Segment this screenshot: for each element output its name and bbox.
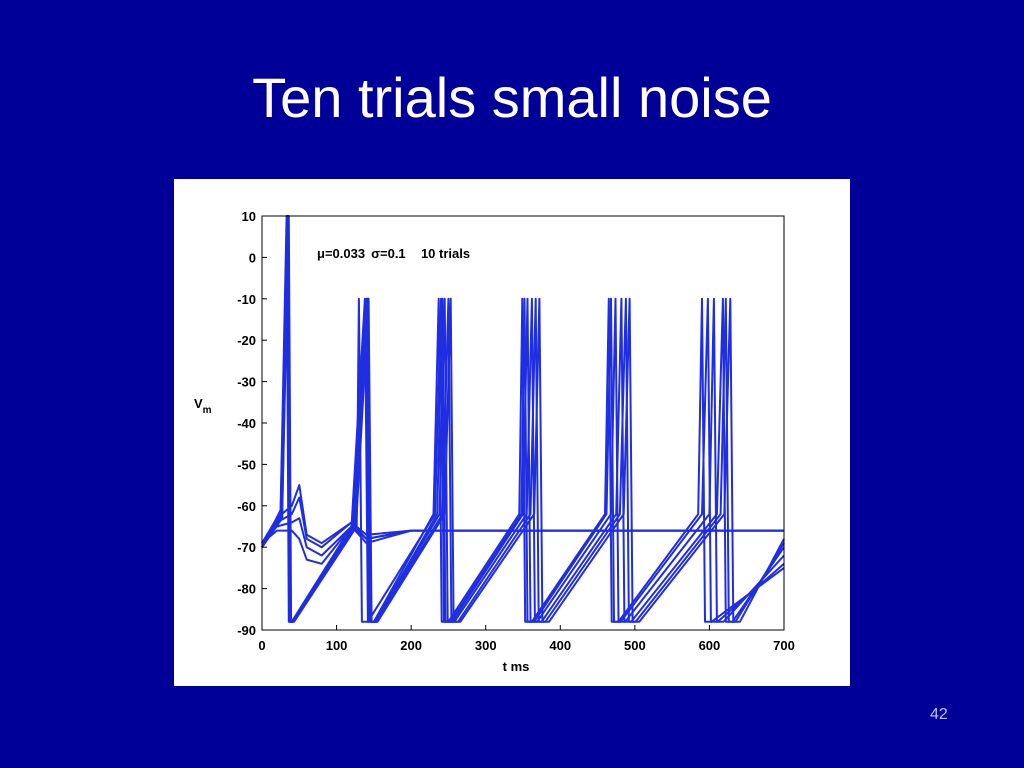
- y-tick-label: -40: [237, 416, 256, 431]
- x-tick-label: 0: [258, 638, 265, 653]
- y-tick-label: -60: [237, 499, 256, 514]
- y-ticks: 10 0 -10 -20 -30 -40 -50 -60 -70 -80 -90: [237, 209, 267, 638]
- x-tick-label: 500: [624, 638, 646, 653]
- y-axis-label-main: V: [194, 396, 203, 411]
- x-tick-label: 600: [699, 638, 721, 653]
- x-ticks: 0 100 200 300 400 500 600 700: [258, 625, 795, 653]
- membrane-potential-chart: 0 100 200 300 400 500 600 700 100-10-20-30-40-5…: [194, 209, 795, 674]
- y-tick-label: -70: [237, 540, 256, 555]
- trace-6: [261, 215, 785, 623]
- y-tick-label: -80: [237, 582, 256, 597]
- y-tick-label: -10: [237, 292, 256, 307]
- page-number: 42: [930, 706, 948, 723]
- slide-title: Ten trials small noise: [252, 66, 772, 129]
- parameter-annotation: μ=0.033 σ=0.1 10 trials: [317, 246, 470, 261]
- y-tick-label: -90: [237, 623, 256, 638]
- x-tick-label: 300: [475, 638, 497, 653]
- x-tick-label: 100: [326, 638, 348, 653]
- y-axis-label-subscript: m: [203, 405, 212, 416]
- trials-text: 10 trials: [421, 246, 470, 261]
- sigma-value: =0.1: [380, 246, 405, 261]
- y-tick-label: 10: [242, 209, 256, 224]
- mu-symbol: μ: [317, 246, 325, 261]
- mu-value: =0.033: [325, 246, 365, 261]
- trace-10: [261, 525, 784, 565]
- y-axis-label: Vm: [194, 396, 212, 416]
- y-tick-label: 0: [249, 250, 256, 265]
- sigma-symbol: σ: [371, 246, 380, 261]
- y-tick-label: -30: [237, 375, 256, 390]
- x-axis-label: t ms: [503, 659, 530, 674]
- x-tick-label: 400: [549, 638, 571, 653]
- x-tick-label: 700: [773, 638, 795, 653]
- figure-panel: 0 100 200 300 400 500 600 700 10 0 -10 -20 -30 -40 -5…: [174, 179, 850, 686]
- x-tick-label: 200: [400, 638, 422, 653]
- y-tick-label: -50: [237, 457, 256, 472]
- traces-group: [261, 215, 785, 623]
- y-tick-label: -20: [237, 333, 256, 348]
